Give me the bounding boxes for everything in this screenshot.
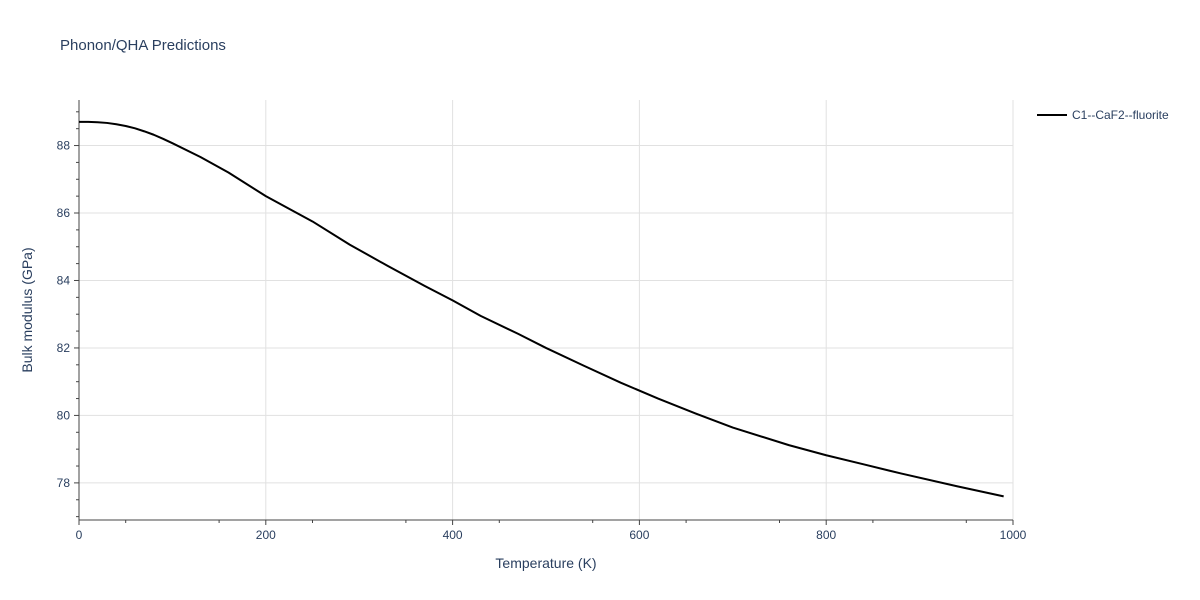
grid-lines — [79, 100, 1014, 520]
ticks: 0 200 400 600 800 1000 78 80 82 84 86 88 — [57, 111, 1027, 542]
x-tick-label: 200 — [256, 528, 276, 542]
series-line-0 — [79, 120, 1004, 498]
legend-item[interactable]: C1--CaF2--fluorite — [1037, 108, 1169, 122]
y-tick-label: 88 — [57, 139, 71, 153]
y-axis-title: Bulk modulus (GPa) — [19, 247, 35, 372]
axes — [78, 100, 1013, 521]
y-tick-label: 80 — [57, 408, 71, 422]
y-tick-label: 84 — [57, 273, 71, 287]
series-layer — [79, 120, 1004, 498]
x-tick-label: 800 — [816, 528, 836, 542]
y-tick-label: 78 — [57, 476, 71, 490]
y-tick-label: 86 — [57, 206, 71, 220]
x-tick-label: 0 — [76, 528, 83, 542]
y-tick-label: 82 — [57, 341, 71, 355]
x-axis-title: Temperature (K) — [495, 555, 596, 571]
legend-label: C1--CaF2--fluorite — [1072, 108, 1169, 122]
chart-title: Phonon/QHA Predictions — [60, 37, 226, 54]
legend[interactable]: C1--CaF2--fluorite — [1037, 108, 1169, 122]
x-tick-label: 1000 — [1000, 528, 1027, 542]
x-tick-label: 400 — [443, 528, 463, 542]
x-tick-label: 600 — [629, 528, 649, 542]
